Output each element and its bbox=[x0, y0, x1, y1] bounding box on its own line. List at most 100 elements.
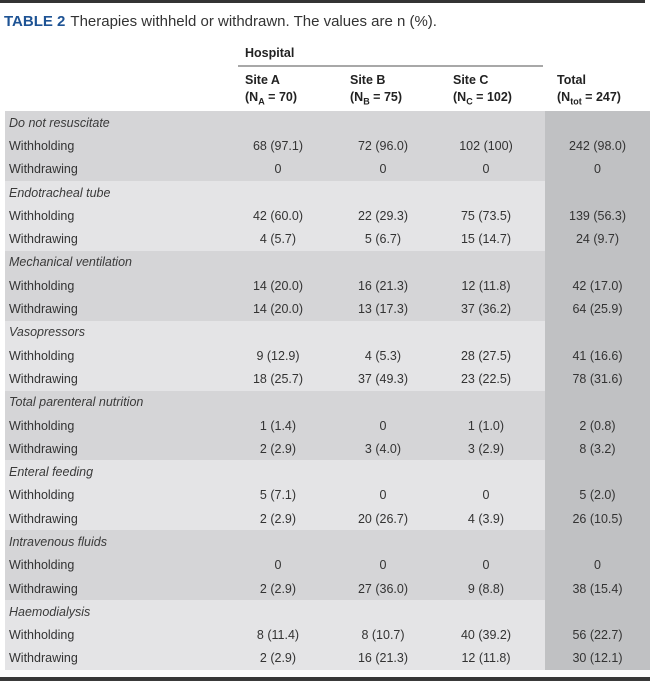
cell-site-b: 20 (26.7) bbox=[357, 511, 409, 526]
cell-site-c: 12 (11.8) bbox=[461, 651, 511, 666]
cell-site-b: 5 (6.7) bbox=[364, 232, 402, 247]
table-row: Withdrawing 14 (20.0) 13 (17.3) 37 (36.2) 64… bbox=[5, 297, 650, 321]
cell-site-a: 8 (11.4) bbox=[256, 628, 300, 643]
section-vasopressors: Vasopressors Withholding 9 (12.9) 4 (5.3) 2… bbox=[5, 320, 650, 391]
cell-site-a: 2 (2.9) bbox=[259, 651, 297, 666]
cell-site-b: 13 (17.3) bbox=[357, 302, 409, 317]
cell-site-a: 0 bbox=[274, 162, 282, 177]
cell-total: 42 (17.0) bbox=[545, 274, 650, 298]
row-label: Withholding bbox=[9, 348, 75, 363]
table-caption: TABLE 2 Therapies withheld or withdrawn. … bbox=[4, 12, 437, 32]
section-header: Haemodialysis bbox=[9, 604, 91, 619]
cell-site-a: 14 (20.0) bbox=[252, 302, 304, 317]
cell-site-c: 23 (22.5) bbox=[460, 371, 512, 386]
section-header-row: Haemodialysis bbox=[5, 600, 650, 624]
table-row: Withdrawing 4 (5.7) 5 (6.7) 15 (14.7) 24 (9.… bbox=[5, 227, 650, 251]
table-number: TABLE 2 bbox=[4, 13, 66, 30]
column-group-rule bbox=[238, 65, 543, 67]
column-group-label: Hospital bbox=[245, 46, 295, 60]
row-label: Withholding bbox=[9, 558, 75, 573]
table-row: Withdrawing 0 0 0 0 bbox=[5, 157, 650, 181]
section-header-row: Mechanical ventilation bbox=[5, 250, 650, 275]
row-label: Withdrawing bbox=[9, 581, 78, 596]
cell-total: 78 (31.6) bbox=[545, 367, 650, 391]
cell-site-a: 2 (2.9) bbox=[259, 511, 297, 526]
cell-total: 0 bbox=[545, 157, 650, 181]
cell-site-b: 0 bbox=[379, 418, 387, 433]
section-header-row: Intravenous fluids bbox=[5, 530, 650, 554]
cell-site-b: 16 (21.3) bbox=[357, 278, 409, 293]
row-label: Withholding bbox=[9, 418, 75, 433]
cell-site-b: 0 bbox=[379, 162, 387, 177]
cell-site-c: 0 bbox=[482, 558, 490, 573]
cell-site-b: 0 bbox=[379, 558, 387, 573]
table-row: Withdrawing 18 (25.7) 37 (49.3) 23 (22.5) 78… bbox=[5, 367, 650, 391]
table-row: Withholding 0 0 0 0 bbox=[5, 553, 650, 577]
section-haemodialysis: Haemodialysis Withholding 8 (11.4) 8 (10.7… bbox=[5, 600, 650, 671]
table-row: Withholding 8 (11.4) 8 (10.7) 40 (39.2) 56 (… bbox=[5, 623, 650, 647]
cell-site-a: 18 (25.7) bbox=[252, 371, 304, 386]
cell-site-c: 40 (39.2) bbox=[460, 628, 512, 643]
section-total-parenteral-nutrition: Total parenteral nutrition Withholding 1 … bbox=[5, 390, 650, 461]
cell-site-b: 27 (36.0) bbox=[357, 581, 409, 596]
cell-site-c: 15 (14.7) bbox=[460, 232, 512, 247]
cell-total: 2 (0.8) bbox=[545, 413, 650, 438]
row-label: Withholding bbox=[9, 488, 75, 503]
cell-site-b: 72 (96.0) bbox=[357, 138, 409, 153]
cell-site-b: 16 (21.3) bbox=[357, 651, 409, 666]
cell-total: 30 (12.1) bbox=[545, 646, 650, 671]
column-header-site-b: Site B (NB = 75) bbox=[350, 73, 403, 107]
cell-site-c: 102 (100) bbox=[459, 138, 513, 153]
section-header-row: Enteral feeding bbox=[5, 460, 650, 484]
section-header: Vasopressors bbox=[9, 325, 85, 340]
row-label: Withdrawing bbox=[9, 232, 78, 247]
cell-site-c: 4 (3.9) bbox=[467, 511, 505, 526]
table-row: Withholding 5 (7.1) 0 0 5 (2.0) bbox=[5, 483, 650, 508]
column-header-total: Total (Ntot = 247) bbox=[557, 73, 621, 107]
top-rule bbox=[0, 0, 645, 3]
cell-site-a: 1 (1.4) bbox=[259, 418, 297, 433]
section-header: Enteral feeding bbox=[9, 465, 94, 480]
row-label: Withholding bbox=[9, 208, 75, 223]
section-header-row: Total parenteral nutrition bbox=[5, 390, 650, 414]
cell-site-b: 4 (5.3) bbox=[364, 348, 402, 363]
cell-total: 139 (56.3) bbox=[545, 204, 650, 228]
cell-site-c: 0 bbox=[482, 488, 490, 503]
cell-site-c: 12 (11.8) bbox=[461, 278, 511, 293]
cell-total: 56 (22.7) bbox=[545, 623, 650, 647]
table-caption-text: Therapies withheld or withdrawn. The val… bbox=[70, 13, 437, 30]
cell-site-a: 14 (20.0) bbox=[252, 278, 304, 293]
cell-site-a: 9 (12.9) bbox=[256, 348, 300, 363]
column-header-site-c: Site C (NC = 102) bbox=[453, 73, 512, 107]
section-intravenous-fluids: Intravenous fluids Withholding 0 0 0 0 Withd… bbox=[5, 530, 650, 601]
cell-site-b: 0 bbox=[379, 488, 387, 503]
cell-site-a: 2 (2.9) bbox=[259, 441, 297, 456]
cell-site-c: 37 (36.2) bbox=[460, 302, 512, 317]
table-row: Withdrawing 2 (2.9) 16 (21.3) 12 (11.8) 30 (… bbox=[5, 646, 650, 671]
cell-total: 38 (15.4) bbox=[545, 576, 650, 601]
row-label: Withdrawing bbox=[9, 371, 78, 386]
section-enteral-feeding: Enteral feeding Withholding 5 (7.1) 0 0 5 (2… bbox=[5, 460, 650, 531]
section-mechanical-ventilation: Mechanical ventilation Withholding 14 (20… bbox=[5, 250, 650, 321]
row-label: Withholding bbox=[9, 628, 75, 643]
row-label: Withdrawing bbox=[9, 162, 78, 177]
section-do-not-resuscitate: Do not resuscitate Withholding 68 (97.1) 7… bbox=[5, 111, 650, 181]
cell-site-a: 68 (97.1) bbox=[252, 138, 304, 153]
table-row: Withdrawing 2 (2.9) 27 (36.0) 9 (8.8) 38 (15… bbox=[5, 576, 650, 601]
table-row: Withholding 14 (20.0) 16 (21.3) 12 (11.8) 42… bbox=[5, 274, 650, 298]
cell-total: 24 (9.7) bbox=[545, 227, 650, 251]
row-label: Withdrawing bbox=[9, 651, 78, 666]
table-row: Withholding 68 (97.1) 72 (96.0) 102 (100) 24… bbox=[5, 134, 650, 158]
table-body: Do not resuscitate Withholding 68 (97.1) 7… bbox=[5, 111, 650, 671]
section-header: Mechanical ventilation bbox=[9, 255, 132, 270]
bottom-rule bbox=[0, 677, 650, 681]
row-label: Withdrawing bbox=[9, 302, 78, 317]
section-header: Intravenous fluids bbox=[9, 534, 107, 549]
cell-site-a: 2 (2.9) bbox=[259, 581, 297, 596]
table-row: Withholding 1 (1.4) 0 1 (1.0) 2 (0.8) bbox=[5, 413, 650, 438]
table-row: Withdrawing 2 (2.9) 3 (4.0) 3 (2.9) 8 (3.2) bbox=[5, 437, 650, 461]
section-header: Total parenteral nutrition bbox=[9, 395, 144, 410]
cell-site-c: 28 (27.5) bbox=[460, 348, 512, 363]
cell-site-a: 5 (7.1) bbox=[259, 488, 297, 503]
